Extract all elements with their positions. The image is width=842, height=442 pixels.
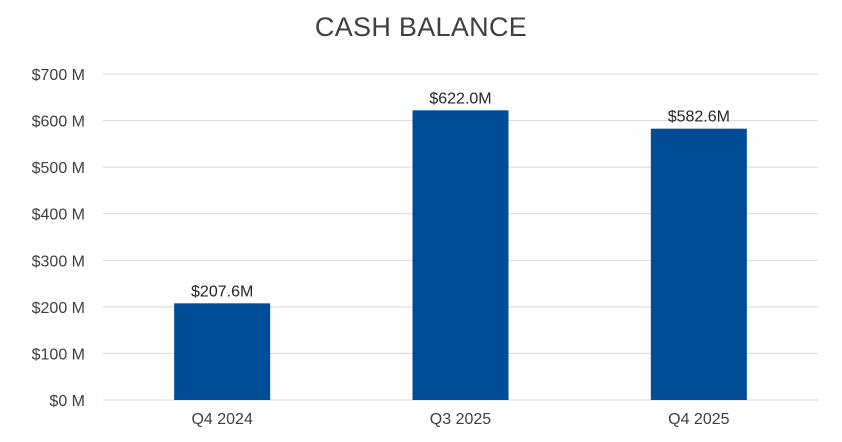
y-axis-ticks: $0 M $100 M $200 M $300 M $400 M $500 M $600 M… bbox=[32, 67, 85, 410]
chart-title: CASH BALANCE bbox=[314, 12, 528, 42]
bar bbox=[412, 110, 509, 400]
bar-data-label: $582.6M bbox=[668, 109, 730, 126]
x-tick-label: Q3 2025 bbox=[430, 411, 491, 428]
y-tick-label: $200 M bbox=[32, 300, 85, 317]
bar-data-label: $622.0M bbox=[429, 90, 491, 107]
y-tick-label: $400 M bbox=[32, 207, 85, 224]
x-axis-ticks: Q4 2024 Q3 2025 Q4 2025 bbox=[191, 411, 729, 428]
y-tick-label: $100 M bbox=[32, 346, 85, 363]
y-tick-label: $600 M bbox=[32, 114, 85, 131]
bar bbox=[174, 303, 271, 400]
y-tick-label: $0 M bbox=[49, 393, 85, 410]
y-tick-label: $300 M bbox=[32, 253, 85, 270]
bars bbox=[174, 110, 747, 400]
x-tick-label: Q4 2024 bbox=[191, 411, 252, 428]
x-tick-label: Q4 2025 bbox=[668, 411, 729, 428]
bar bbox=[650, 128, 747, 400]
y-tick-label: $700 M bbox=[32, 67, 85, 84]
bar-data-label: $207.6M bbox=[191, 283, 253, 300]
y-tick-label: $500 M bbox=[32, 160, 85, 177]
data-labels: $207.6M $622.0M $582.6M bbox=[191, 90, 730, 300]
